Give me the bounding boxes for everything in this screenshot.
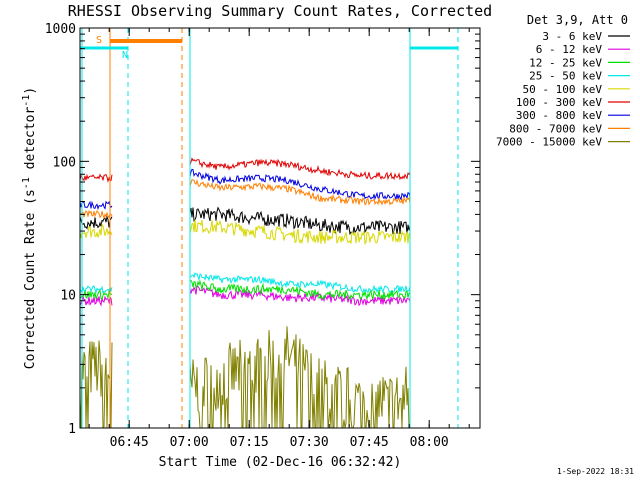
- legend-entry-label: 12 - 25 keV: [529, 56, 602, 69]
- flag-bar: [110, 39, 182, 43]
- y-axis-label-part: detector: [23, 107, 38, 178]
- legend-entry-label: 7000 - 15000 keV: [496, 136, 602, 149]
- axes-group: 06:45 07:00 07:15 07:30 07:45 08:00 1 10 100 1000: [45, 22, 480, 450]
- flag-bar: [410, 46, 458, 50]
- flag-bar: [80, 46, 128, 50]
- flag-label: N: [122, 50, 128, 61]
- legend-title: Det 3,9, Att 0: [527, 13, 628, 27]
- x-tick-label: 07:45: [350, 435, 389, 450]
- y-axis-label-sup: -1: [21, 95, 32, 107]
- legend-entry-label: 50 - 100 keV: [523, 83, 603, 96]
- legend-entry-label: 300 - 800 keV: [516, 109, 602, 122]
- y-tick-label: 1000: [45, 22, 76, 37]
- legend-entry-label: 800 - 7000 keV: [509, 122, 602, 135]
- footer-timestamp: 1-Sep-2022 18:31: [557, 467, 634, 476]
- chart-title: RHESSI Observing Summary Count Rates, Co…: [68, 2, 492, 20]
- plot-frame: [79, 27, 481, 429]
- y-axis-label: Corrected Count Rate (s-1 detector-1): [21, 87, 38, 369]
- y-axis-label-part: Corrected Count Rate (s: [23, 189, 38, 369]
- x-tick-label: 07:30: [290, 435, 329, 450]
- x-tick-label: 06:45: [110, 435, 149, 450]
- legend-entry-label: 100 - 300 keV: [516, 96, 602, 109]
- legend-entry-label: 6 - 12 keV: [536, 43, 603, 56]
- legend-entry-label: 3 - 6 keV: [542, 30, 602, 43]
- y-tick-label: 100: [53, 155, 76, 170]
- y-tick-label: 1: [68, 422, 76, 437]
- y-axis-label-sup: -1: [21, 177, 32, 189]
- y-axis-label-part: ): [23, 87, 38, 95]
- legend-entry-label: 25 - 50 keV: [529, 70, 602, 83]
- y-tick-label: 10: [60, 289, 76, 304]
- x-tick-label: 08:00: [410, 435, 449, 450]
- plot-data-area: SN: [80, 28, 462, 428]
- x-axis-label: Start Time (02-Dec-16 06:32:42): [159, 455, 402, 470]
- x-tick-label: 07:00: [170, 435, 209, 450]
- x-tick-label: 07:15: [230, 435, 269, 450]
- flag-label: S: [96, 35, 102, 46]
